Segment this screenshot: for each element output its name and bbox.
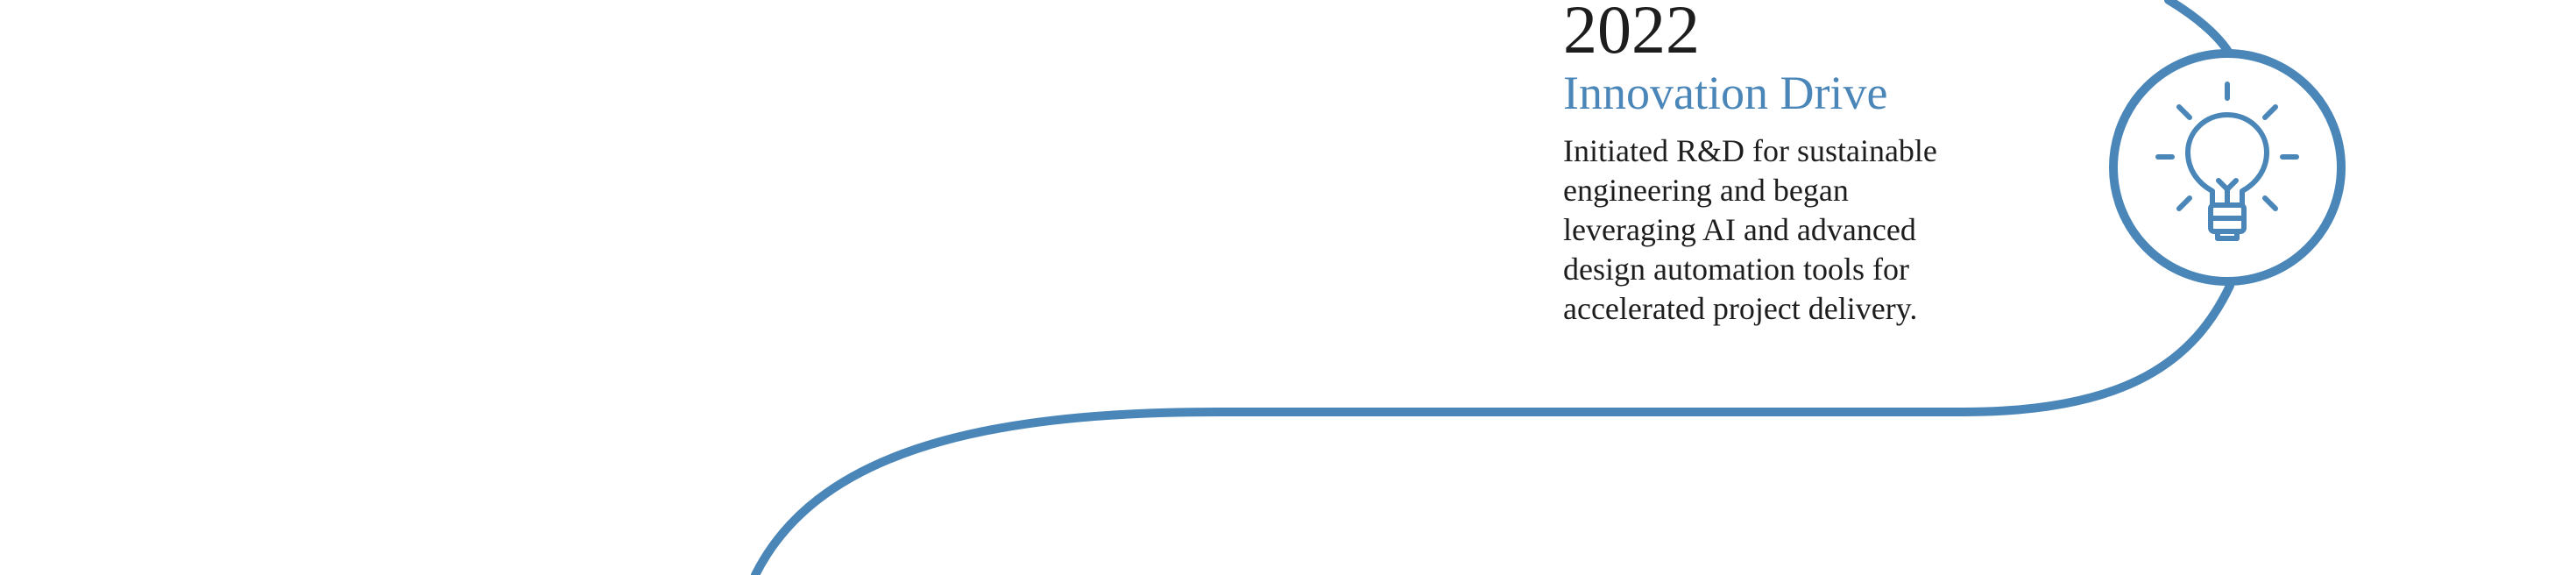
milestone-description: Initiated R&D for sustainable engineerin… [1563,131,2019,329]
timeline-milestone: 2022 Innovation Drive Initiated R&D for … [1563,0,2019,329]
milestone-year: 2022 [1563,0,1700,67]
lightbulb-icon [2109,49,2346,286]
description-line: leveraging AI and advanced [1563,212,1916,247]
description-line: engineering and began [1563,173,1849,208]
description-line: accelerated project delivery. [1563,291,1918,326]
milestone-title: Innovation Drive [1563,67,1888,119]
description-line: design automation tools for [1563,252,1909,287]
description-line: Initiated R&D for sustainable [1563,133,1937,168]
